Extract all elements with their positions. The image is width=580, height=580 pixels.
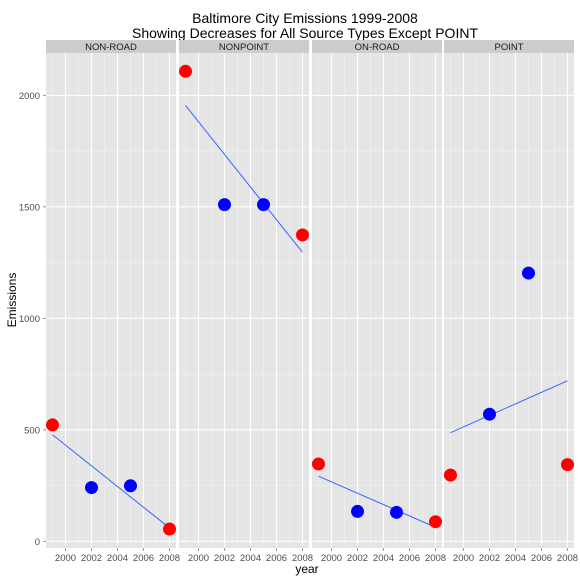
x-tick-label: 2000 (188, 553, 209, 564)
data-point-blue (124, 479, 137, 492)
data-point-red (296, 228, 309, 241)
chart-title: Baltimore City Emissions 1999-2008 (192, 10, 418, 26)
x-tick-label: 2004 (107, 553, 128, 564)
x-tick-label: 2000 (453, 553, 474, 564)
data-point-blue (522, 267, 535, 280)
x-tick-label: 2008 (557, 553, 578, 564)
facet-strip-label: ON-ROAD (355, 42, 400, 53)
facet-strip-label: NON-ROAD (85, 42, 137, 53)
facet-panel-point: POINT 2000 2002 2004 2006 2008 (444, 40, 578, 564)
data-point-blue (351, 505, 364, 518)
x-axis-title: year (295, 562, 318, 576)
chart-subtitle: Showing Decreases for All Source Types E… (132, 25, 478, 41)
y-tick-label: 500 (24, 425, 40, 436)
panels: NON-ROAD 2000 2002 2004 2006 2008 NONPOINT 2000… (46, 40, 578, 564)
x-tick-label: 2002 (214, 553, 235, 564)
x-tick-label: 2008 (425, 553, 446, 564)
x-tick-label: 2000 (321, 553, 342, 564)
x-tick-label: 2002 (81, 553, 102, 564)
x-tick-label: 2004 (373, 553, 394, 564)
x-tick-label: 2006 (531, 553, 552, 564)
x-tick-label: 2006 (133, 553, 154, 564)
y-tick-label: 0 (35, 537, 40, 548)
y-axis-title: Emissions (5, 273, 19, 328)
x-tick-label: 2002 (479, 553, 500, 564)
data-point-red (46, 418, 59, 431)
data-point-red (444, 469, 457, 482)
x-tick-label: 2006 (266, 553, 287, 564)
data-point-red (163, 523, 176, 536)
x-tick-label: 2002 (347, 553, 368, 564)
data-point-red (179, 65, 192, 78)
x-tick-label: 2004 (505, 553, 526, 564)
x-tick-label: 2004 (240, 553, 261, 564)
data-point-blue (85, 481, 98, 494)
data-point-blue (483, 408, 496, 421)
data-point-red (561, 458, 574, 471)
data-point-red (312, 457, 325, 470)
x-tick-label: 2006 (399, 553, 420, 564)
y-tick-label: 1000 (19, 314, 40, 325)
data-point-blue (390, 506, 403, 519)
y-tick-label: 1500 (19, 202, 40, 213)
x-tick-label: 2008 (159, 553, 180, 564)
facet-panel-non-road: NON-ROAD 2000 2002 2004 2006 2008 (46, 40, 180, 564)
data-point-red (429, 515, 442, 528)
x-tick-label: 2000 (55, 553, 76, 564)
data-point-blue (218, 198, 231, 211)
facet-strip-label: NONPOINT (219, 42, 269, 53)
facet-panel-on-road: ON-ROAD 2000 2002 2004 2006 2008 (312, 40, 446, 564)
y-tick-label: 2000 (19, 91, 40, 102)
data-point-blue (257, 198, 270, 211)
facet-strip-label: POINT (494, 42, 523, 53)
